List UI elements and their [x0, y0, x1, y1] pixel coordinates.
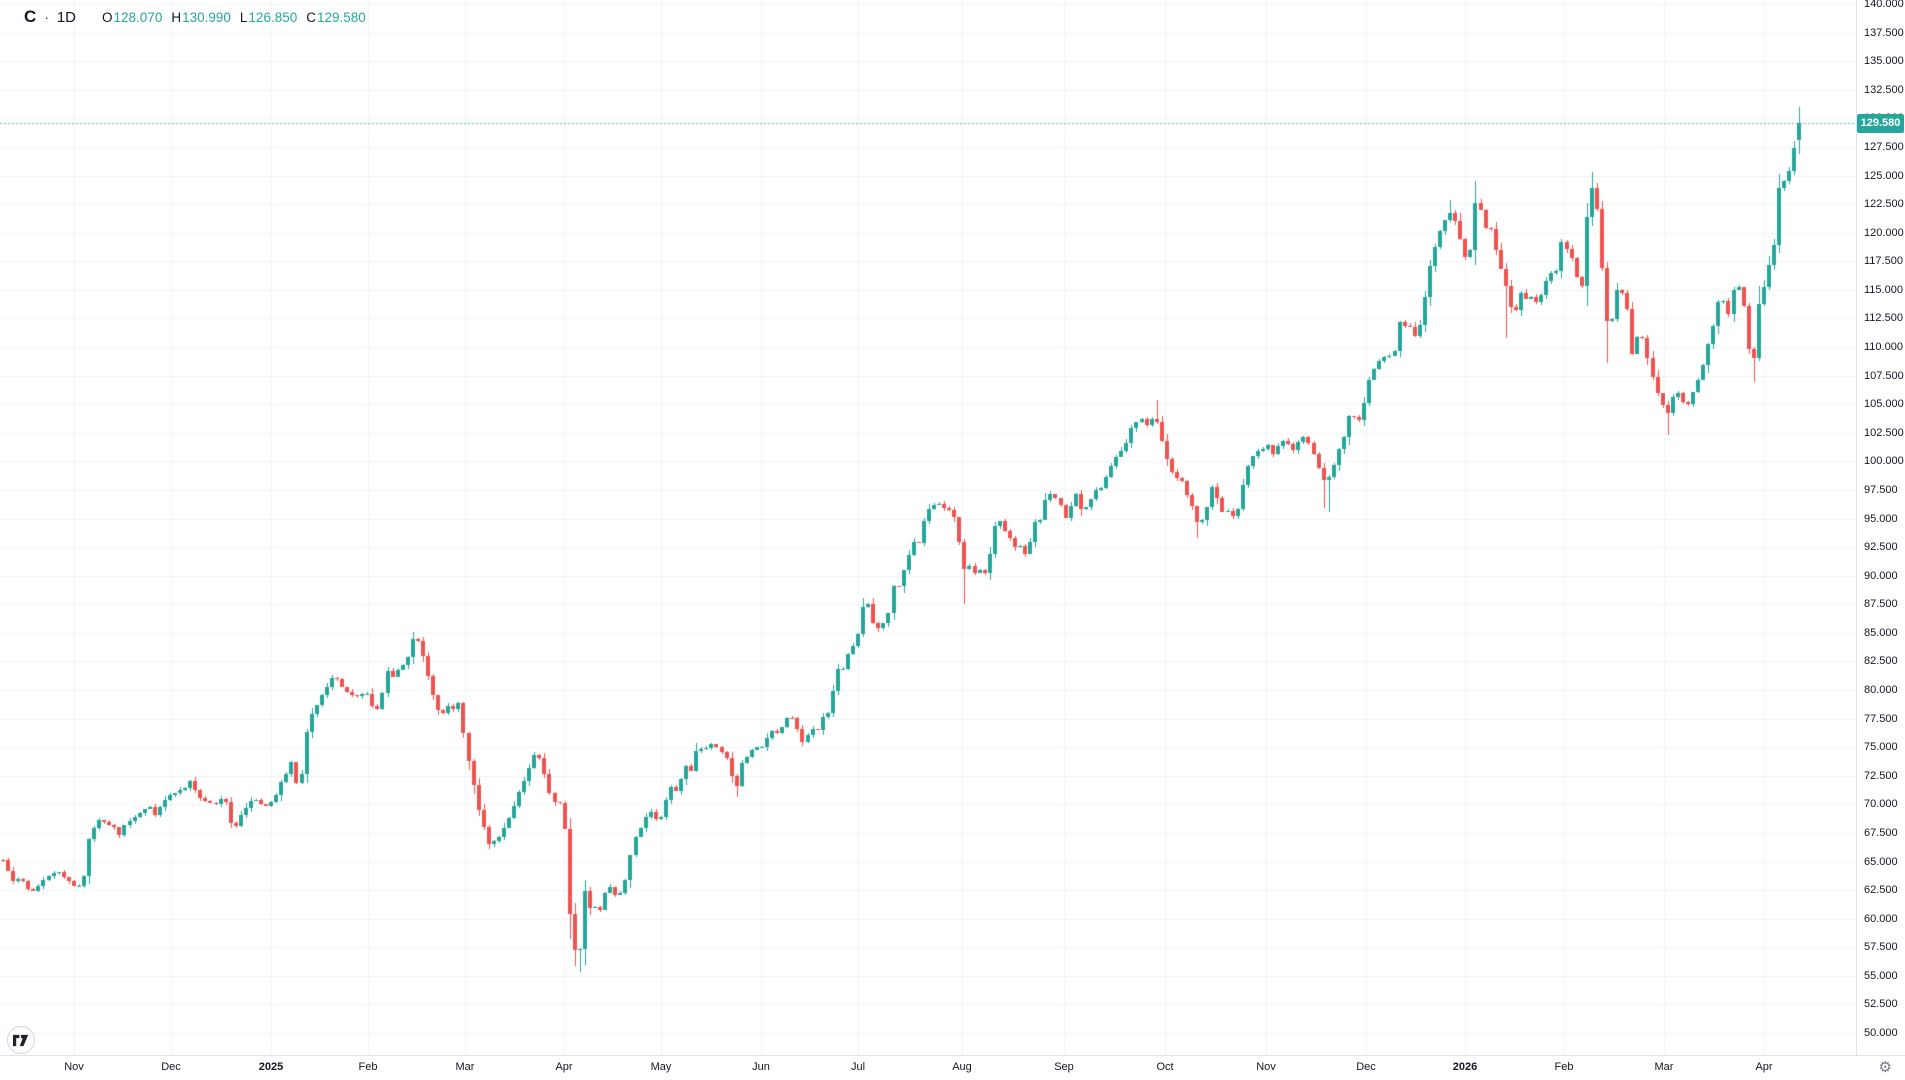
year-label: 2026	[1452, 1061, 1478, 1073]
price-tick-label: 100.000	[1864, 455, 1904, 468]
price-tick-label: 65.000	[1864, 855, 1898, 868]
symbol-legend: C · 1D O 128.070 H 130.990 L 126.850 C 1…	[24, 7, 375, 27]
price-tick-label: 87.500	[1864, 598, 1898, 611]
year-label: 2025	[258, 1061, 284, 1073]
price-tick-label: 140.000	[1864, 0, 1904, 10]
month-label: Dec	[161, 1061, 181, 1073]
price-tick-label: 102.500	[1864, 426, 1904, 439]
month-label: Apr	[1755, 1061, 1773, 1073]
month-label: Oct	[1156, 1061, 1174, 1073]
price-tick-label: 125.000	[1864, 169, 1904, 182]
tradingview-logo-icon	[13, 1034, 29, 1046]
month-label: Sep	[1054, 1061, 1074, 1073]
legend-separator: ·	[44, 9, 49, 25]
symbol-name[interactable]: C	[24, 7, 37, 26]
month-label: Mar	[455, 1061, 475, 1073]
month-label: Feb	[1554, 1061, 1574, 1073]
price-tick-label: 55.000	[1864, 969, 1898, 982]
price-tick-label: 50.000	[1864, 1027, 1898, 1039]
low-value: L 126.850	[239, 9, 298, 25]
price-tick-label: 117.500	[1864, 255, 1903, 268]
last-price-badge: 129.580	[1857, 113, 1904, 133]
month-label: May	[650, 1061, 672, 1073]
price-tick-label: 107.500	[1864, 369, 1904, 382]
month-label: Dec	[1356, 1061, 1376, 1073]
price-tick-label: 97.500	[1864, 483, 1898, 496]
price-tick-label: 57.500	[1864, 941, 1898, 954]
price-tick-label: 92.500	[1864, 541, 1898, 554]
price-tick-label: 80.000	[1864, 684, 1898, 696]
month-label: Jun	[752, 1061, 770, 1073]
price-tick-label: 62.500	[1864, 884, 1898, 897]
price-tick-label: 75.000	[1864, 741, 1898, 754]
timeframe-button[interactable]: 1D	[56, 8, 77, 26]
month-label: Nov	[64, 1061, 84, 1073]
time-axis[interactable]: Nov Dec 2025 Feb Mar Apr May Jun Jul Aug Sep Oct Nov…	[0, 1055, 1905, 1080]
price-tick-label: 132.500	[1864, 83, 1904, 96]
price-tick-label: 115.000	[1864, 283, 1903, 296]
price-axis[interactable]: 140.000137.500135.000132.500130.000127.5…	[1856, 0, 1905, 1055]
price-tick-label: 135.000	[1864, 55, 1904, 68]
price-tick-label: 90.000	[1864, 569, 1898, 582]
price-tick-label: 137.500	[1864, 26, 1904, 39]
month-label: Nov	[1256, 1061, 1276, 1073]
price-tick-label: 110.000	[1864, 341, 1903, 353]
month-label: Apr	[555, 1061, 573, 1073]
price-tick-label: 67.500	[1864, 826, 1898, 839]
ohlc-values: O 128.070 H 130.990 L 126.850 C 129.580	[102, 10, 375, 25]
price-tick-label: 122.500	[1864, 198, 1904, 211]
tradingview-logo[interactable]	[7, 1026, 35, 1054]
axis-settings-gear-icon[interactable]: ⚙	[1878, 1059, 1892, 1076]
close-value: C 129.580	[306, 9, 366, 25]
price-tick-label: 70.000	[1864, 798, 1898, 811]
open-value: O 128.070	[102, 9, 163, 25]
month-label: Jul	[850, 1061, 866, 1073]
price-tick-label: 72.500	[1864, 769, 1898, 782]
price-tick-label: 95.000	[1864, 512, 1898, 525]
price-tick-label: 127.500	[1864, 140, 1904, 153]
month-label: Aug	[952, 1061, 972, 1073]
price-tick-label: 105.000	[1864, 398, 1904, 411]
price-tick-label: 82.500	[1864, 655, 1898, 668]
month-label: Feb	[358, 1061, 378, 1073]
price-tick-label: 52.500	[1864, 998, 1898, 1011]
price-tick-label: 120.000	[1864, 226, 1904, 239]
month-label: Mar	[1654, 1061, 1674, 1073]
price-tick-label: 112.500	[1864, 312, 1903, 325]
price-tick-label: 60.000	[1864, 912, 1898, 925]
price-tick-label: 77.500	[1864, 712, 1898, 725]
high-value: H 130.990	[171, 9, 231, 25]
price-tick-label: 85.000	[1864, 626, 1898, 639]
